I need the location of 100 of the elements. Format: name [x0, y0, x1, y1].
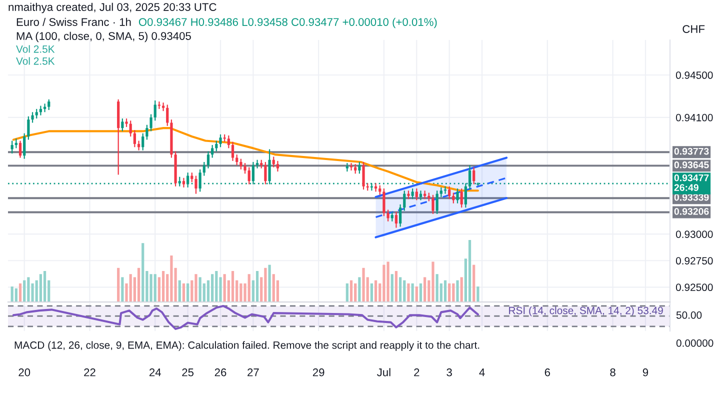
bar: [415, 286, 418, 302]
candlestick: [236, 154, 238, 166]
bar: [394, 271, 398, 302]
bar: [382, 264, 386, 302]
bar: [211, 274, 214, 302]
candlestick: [211, 144, 214, 158]
bar: [272, 274, 275, 302]
x-tick-label: 4: [479, 368, 485, 376]
bar: [10, 286, 14, 302]
ref-line-label: 0.93773: [674, 148, 709, 155]
candlestick: [448, 186, 451, 200]
candlestick: [227, 134, 230, 149]
text: 0.00000: [676, 339, 714, 347]
bar: [23, 280, 26, 302]
bar: [117, 268, 120, 302]
candlestick: [415, 188, 418, 201]
bar: [468, 240, 472, 302]
x-tick-label: 26: [214, 368, 226, 376]
bar: [448, 283, 451, 302]
candlestick: [198, 168, 202, 192]
candlestick: [31, 112, 34, 124]
x-tick-label: 27: [248, 368, 259, 376]
candlestick: [121, 118, 124, 132]
x-tick-label: Jul: [377, 368, 390, 376]
bar: [411, 283, 414, 302]
bar: [194, 274, 198, 302]
bar: [403, 280, 406, 302]
text: 50.00: [676, 311, 702, 319]
bar: [424, 277, 426, 302]
bar: [370, 283, 373, 302]
candlestick: [460, 188, 463, 208]
candlestick: [350, 162, 353, 172]
bar: [354, 283, 357, 302]
x-tick-label: 8: [610, 368, 616, 376]
bar: [374, 280, 378, 302]
candlestick: [411, 188, 414, 200]
candlestick: [27, 116, 30, 140]
candlestick: [436, 190, 438, 215]
bar: [350, 280, 353, 302]
candlestick: [43, 103, 46, 113]
ref-line-label: 0.93339: [674, 194, 709, 201]
candlestick: [162, 102, 165, 112]
candlestick: [452, 192, 455, 204]
candlestick: [129, 120, 132, 138]
candlestick: [190, 172, 194, 183]
candlestick: [374, 182, 378, 192]
ref-line-label: 0.93645: [674, 161, 709, 168]
candlestick: [166, 104, 169, 126]
candlestick: [35, 108, 38, 120]
y-tick-label: 0.93000: [676, 230, 713, 238]
x-tick-label: 20: [18, 368, 30, 376]
bar: [444, 280, 447, 302]
text: nmaithya created, Jul 03, 2025 20:33 UTC: [8, 2, 216, 14]
candlestick: [215, 140, 218, 152]
bar: [248, 274, 250, 302]
candlestick: [432, 194, 434, 215]
bar: [362, 268, 365, 302]
bar: [398, 277, 402, 302]
candlestick: [394, 211, 398, 228]
candlestick: [440, 186, 442, 198]
bar: [215, 271, 218, 302]
bar: [170, 256, 173, 302]
text: CHF: [682, 25, 705, 33]
candlestick: [244, 162, 246, 174]
candlestick: [186, 172, 190, 188]
candlestick: [48, 98, 50, 111]
annotation: RSI (14, close, SMA, 14, 2) 53.49: [509, 306, 663, 316]
candlestick: [362, 161, 365, 190]
ref-line-label: 0.93477 26:49: [674, 174, 709, 192]
y-tick-label: 0.94500: [676, 72, 713, 79]
candlestick: [202, 161, 206, 176]
bar: [264, 268, 267, 302]
x-tick-label: 6: [544, 368, 550, 376]
y-tick-label: 0.92750: [676, 257, 713, 265]
candlestick: [10, 140, 14, 154]
x-tick-label: 25: [182, 368, 194, 376]
candlestick: [256, 159, 259, 169]
bar: [452, 283, 455, 302]
candlestick: [264, 161, 267, 185]
candlestick: [358, 161, 361, 174]
candlestick: [133, 130, 136, 148]
bar: [142, 243, 144, 302]
candlestick: [386, 209, 390, 222]
candlestick: [194, 175, 198, 194]
y-tick-label: 0.92500: [676, 284, 713, 292]
x-tick-label: 24: [149, 368, 161, 376]
x-tick-label: 2: [414, 368, 420, 376]
candlestick: [23, 132, 26, 160]
candlestick: [39, 105, 42, 116]
candlestick: [178, 176, 181, 187]
candlestick: [382, 188, 386, 217]
bar: [407, 283, 410, 302]
bar: [162, 271, 165, 302]
candlestick: [154, 100, 156, 122]
candlestick: [419, 190, 422, 201]
bar: [432, 262, 434, 302]
candlestick: [14, 138, 18, 149]
bar: [39, 274, 42, 302]
candlestick: [472, 166, 476, 185]
bar: [18, 283, 22, 302]
